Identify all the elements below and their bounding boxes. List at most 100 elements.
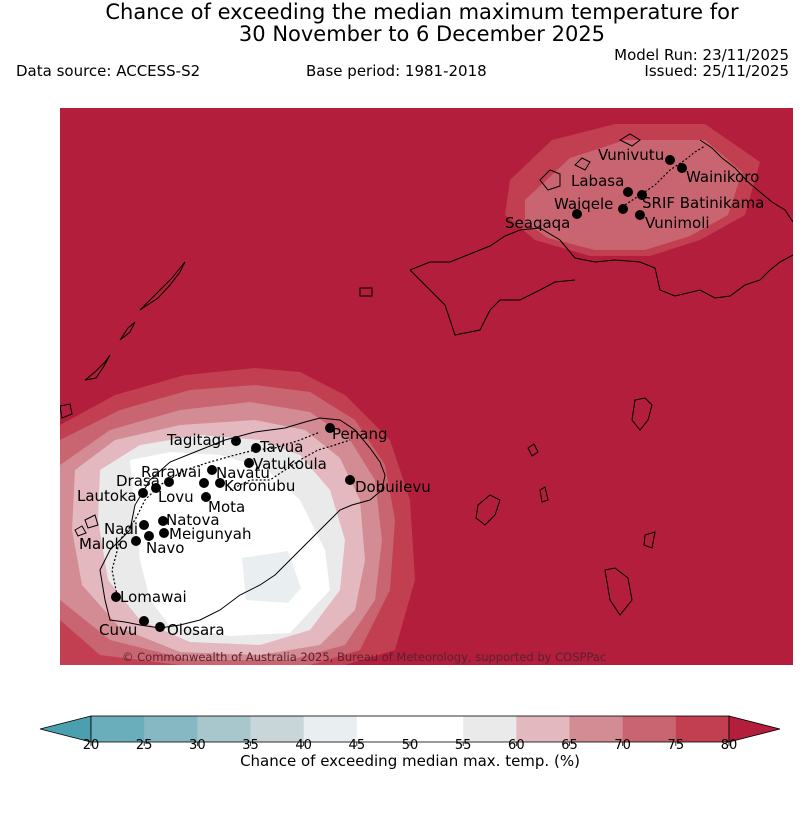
colorbar-tick-label: 65	[561, 738, 578, 753]
station-label: Natova	[166, 511, 220, 529]
station-label: Mota	[208, 498, 245, 516]
station-label: Dobuilevu	[355, 478, 431, 496]
viti-levu-coast	[99, 417, 386, 629]
station-marker-malolo	[131, 536, 141, 546]
station-marker-nadi	[139, 520, 149, 530]
data-source-text: Data source: ACCESS-S2	[16, 62, 201, 80]
colorbar-tick-label: 80	[721, 738, 738, 753]
colorbar-tick-label: 70	[614, 738, 631, 753]
station-label: Labasa	[571, 172, 624, 190]
colorbar-bin	[91, 716, 145, 742]
vanua-levu-coast-south	[409, 227, 793, 299]
model-run-text: Model Run: 23/11/2025	[614, 46, 789, 64]
colorbar-tick-label: 40	[295, 738, 312, 753]
base-period-text: Base period: 1981-2018	[306, 62, 487, 80]
station-label: Drasa	[116, 472, 160, 490]
station-label: Navo	[146, 539, 184, 557]
station-label: Cuvu	[99, 621, 137, 639]
station-label: Waiqele	[554, 195, 613, 213]
station-marker-lovu	[151, 483, 161, 493]
station-label: Tagitagi	[166, 431, 225, 449]
colorbar-bin	[516, 716, 570, 742]
station-marker-navo	[144, 531, 154, 541]
station-label: Lautoka	[77, 487, 137, 505]
station-marker-tavua	[251, 443, 261, 453]
mamanuca-islets	[74, 514, 99, 537]
issued-date-text: Issued: 25/11/2025	[644, 62, 789, 80]
colorbar-bin	[675, 716, 730, 742]
station-label: Lovu	[158, 488, 194, 506]
colorbar-bin	[250, 716, 305, 742]
station-labels: Vunivutu Wainikoro Labasa Waiqele SRIF B…	[77, 146, 764, 639]
map-title-line-2: 30 November to 6 December 2025	[238, 22, 606, 46]
station-label: Meigunyah	[169, 525, 251, 543]
district-boundary-central	[229, 439, 351, 491]
station-marker-navatu	[199, 478, 209, 488]
map-title-line-1: Chance of exceeding the median maximum t…	[105, 0, 739, 24]
vanua-levu-west	[409, 269, 576, 336]
colorbar-over-arrow	[728, 715, 781, 743]
northern-islets	[539, 133, 641, 191]
colorbar-bin	[197, 716, 251, 742]
station-label: Tavua	[259, 438, 303, 456]
station-label: Navatu	[216, 464, 270, 482]
station-label: Nadi	[104, 520, 138, 538]
station-marker-srif	[637, 190, 647, 200]
station-marker-cuvu	[139, 616, 149, 626]
station-marker-dobuilevu	[345, 475, 355, 485]
colorbar-tick-label: 50	[402, 738, 419, 753]
station-marker-vatukoula	[244, 458, 254, 468]
colorbar-tick-label: 60	[508, 738, 525, 753]
copyright-notice: © Commonwealth of Australia 2025, Bureau…	[122, 650, 607, 664]
colorbar-tick-label: 25	[136, 738, 153, 753]
station-marker-seaqaqa	[572, 209, 582, 219]
station-label: Rarawai	[141, 463, 201, 481]
yasawa-chain	[84, 261, 186, 381]
colorbar-bin	[622, 716, 677, 742]
district-boundaries	[111, 145, 706, 601]
station-label: Wainikoro	[686, 168, 759, 186]
station-marker-tagitagi	[231, 436, 241, 446]
map-canvas: Vunivutu Wainikoro Labasa Waiqele SRIF B…	[60, 108, 793, 665]
district-boundary-west	[111, 431, 321, 601]
station-label: Penang	[332, 425, 387, 443]
colorbar-bin	[303, 716, 358, 742]
colorbar-bins	[90, 715, 730, 743]
station-marker-vunivutu	[665, 155, 675, 165]
colorbar-bin	[410, 716, 464, 742]
station-marker-olosara	[155, 622, 165, 632]
station-label: Lomawai	[120, 588, 187, 606]
station-label: Vunivutu	[598, 146, 664, 164]
colorbar-label: Chance of exceeding median max. temp. (%…	[240, 752, 580, 770]
station-marker-rarawai	[207, 465, 217, 475]
station-marker-wainikoro	[677, 163, 687, 173]
station-marker-penang	[325, 423, 335, 433]
station-label: Seaqaqa	[505, 214, 570, 232]
station-label: Olosara	[167, 621, 225, 639]
probability-map: Vunivutu Wainikoro Labasa Waiqele SRIF B…	[60, 108, 793, 665]
colorbar-tick-label: 35	[242, 738, 259, 753]
station-marker-koronubu	[215, 478, 225, 488]
colorbar-tick-label: 20	[83, 738, 100, 753]
colorbar-tick-label: 55	[455, 738, 472, 753]
colorbar-bin	[463, 716, 517, 742]
station-label: Vatukoula	[253, 455, 327, 473]
station-marker-meigunyah	[159, 528, 169, 538]
colorbar-tick-label: 75	[668, 738, 685, 753]
station-markers	[111, 155, 687, 632]
station-label: Vunimoli	[645, 214, 710, 232]
colorbar-bin	[356, 716, 411, 742]
lau-islands	[60, 287, 656, 616]
colorbar: 20 25 30 35 40 45 50 55 60 65 70 75 80	[39, 715, 781, 753]
colorbar-tick-label: 45	[349, 738, 366, 753]
station-marker-vunimoli	[635, 210, 645, 220]
station-label: Koronubu	[224, 477, 295, 495]
station-label: SRIF Batinikama	[642, 194, 764, 212]
colorbar-tick-label: 30	[189, 738, 206, 753]
coastlines	[60, 133, 793, 629]
station-label: Malolo	[79, 535, 128, 553]
station-marker-lomawai	[111, 592, 121, 602]
station-marker-lautoka	[138, 488, 148, 498]
station-marker-natova	[158, 516, 168, 526]
colorbar-bin	[569, 716, 624, 742]
